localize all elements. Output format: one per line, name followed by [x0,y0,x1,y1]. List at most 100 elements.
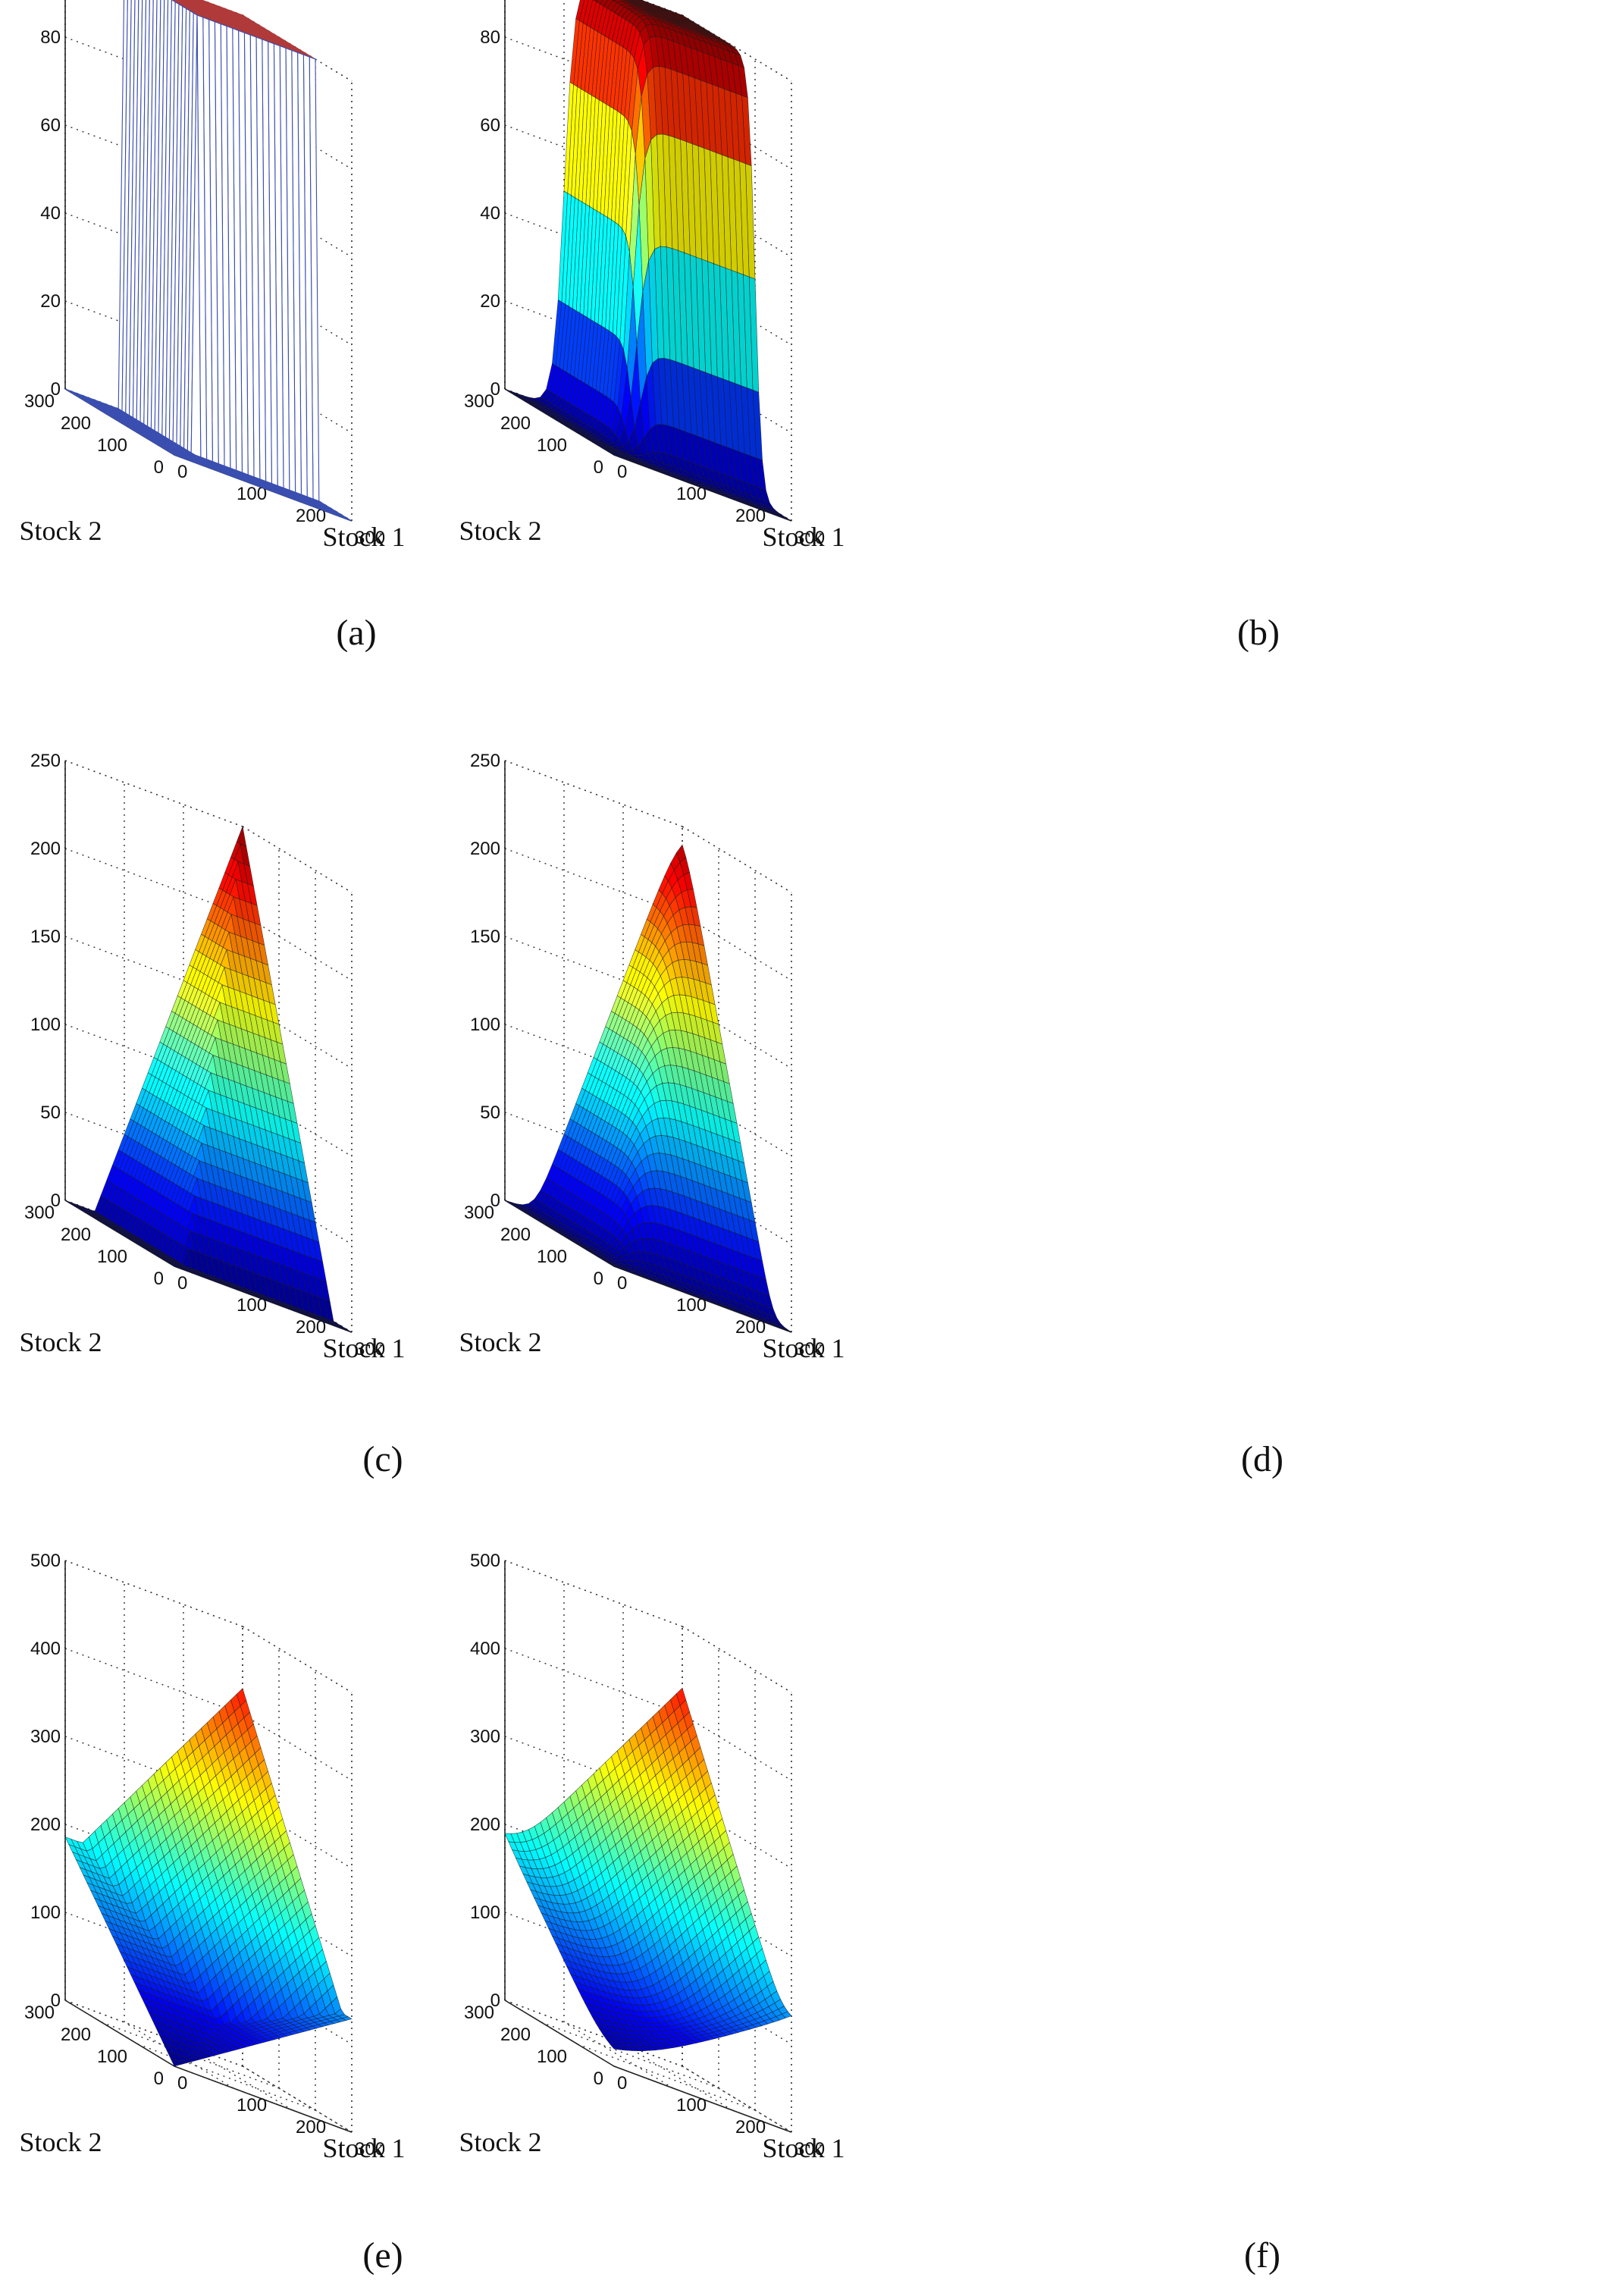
y-tick-label: 100 [97,1247,127,1267]
y-axis-label: Stock 2 [459,1327,541,1357]
x-tick-label: 0 [177,462,187,482]
z-tick-label: 20 [480,291,500,312]
x-tick-label: 100 [676,2095,707,2116]
panel-caption: (c) [362,1439,403,1479]
z-tick-label: 150 [470,927,500,947]
y-tick-label: 300 [464,391,494,412]
x-axis-label: Stock 1 [762,522,845,552]
panel-d: 01002003000100200300050100150200250Stock… [459,751,1283,1479]
panel-caption: (e) [362,2235,403,2276]
y-tick-label: 0 [154,1269,164,1289]
grid-line [64,1560,243,1627]
z-tick-label: 50 [40,1103,61,1123]
grid-line [242,1626,353,1693]
y-tick-label: 100 [97,435,127,456]
y-tick-label: 200 [500,1225,531,1245]
y-tick-label: 200 [61,1225,91,1245]
z-tick-label: 200 [30,1815,61,1835]
z-tick-label: 0 [51,1990,61,2011]
grid-line [137,2044,316,2111]
y-tick-label: 200 [61,2025,91,2045]
z-tick-label: 500 [30,1551,61,1571]
surface-patch [170,452,181,458]
y-tick-label: 200 [500,413,531,434]
x-axis-label: Stock 1 [322,2133,405,2163]
surface [504,0,792,522]
box-edge [64,760,243,827]
z-tick-label: 80 [40,27,61,48]
z-tick-label: 500 [470,1551,500,1571]
z-tick-label: 200 [30,839,61,859]
x-tick-label: 200 [296,2117,326,2138]
y-tick-label: 200 [500,2025,531,2045]
panel-f: 010020030001002003000100200300400500Stoc… [459,1551,1280,2276]
grid-line [64,760,243,827]
panel-a: 01002003000100200300020406080100Stock 1S… [19,0,406,653]
x-tick-label: 0 [617,1273,627,1294]
y-tick-label: 300 [24,391,55,412]
panel-e: 010020030001002003000100200300400500Stoc… [19,1551,405,2276]
y-tick-label: 100 [97,2047,127,2067]
z-tick-label: 20 [40,291,61,312]
x-axis-label: Stock 1 [322,522,405,552]
y-axis-label: Stock 2 [19,516,102,546]
grid-line [577,2044,756,2111]
z-tick-label: 50 [480,1103,500,1123]
z-tick-label: 0 [51,1190,61,1211]
y-tick-label: 0 [154,457,164,478]
z-tick-label: 250 [470,751,500,771]
x-tick-label: 300 [794,528,825,548]
z-tick-label: 150 [30,927,61,947]
panel-caption: (b) [1237,613,1280,653]
x-tick-label: 100 [237,2095,267,2116]
y-tick-label: 100 [537,435,567,456]
grid-line [242,826,353,893]
box-edge [64,1560,243,1627]
surface [64,1688,353,2067]
z-tick-label: 100 [30,1015,61,1035]
z-tick-label: 40 [40,203,61,224]
z-tick-label: 400 [30,1639,61,1659]
z-tick-label: 100 [470,1015,500,1035]
grid-line [504,1648,683,1715]
z-tick-label: 100 [470,1902,500,1923]
box-edge [504,1560,683,1627]
z-tick-label: 0 [490,1990,500,2011]
grid-line [682,826,792,893]
y-tick-label: 100 [537,1247,567,1267]
z-tick-label: 200 [470,839,500,859]
y-tick-label: 0 [154,2069,164,2089]
y-axis-label: Stock 2 [19,2127,102,2157]
z-tick-label: 60 [40,115,61,136]
x-tick-label: 0 [617,462,627,482]
panel-caption: (a) [336,613,376,653]
grid-line [504,760,683,827]
y-tick-label: 0 [594,2069,603,2089]
y-tick-label: 0 [594,1269,603,1289]
z-tick-label: 200 [470,1815,500,1835]
y-axis-label: Stock 2 [459,516,541,546]
z-tick-label: 60 [480,115,500,136]
surface [504,1687,792,2052]
y-tick-label: 0 [594,457,603,478]
surface [64,0,353,522]
y-tick-label: 100 [537,2047,567,2067]
x-tick-label: 0 [177,2073,187,2094]
z-tick-label: 0 [490,379,500,400]
grid-line [64,1648,243,1715]
box-edge [504,760,683,827]
z-tick-label: 40 [480,203,500,224]
z-tick-label: 400 [470,1639,500,1659]
z-tick-label: 300 [30,1727,61,1747]
z-tick-label: 250 [30,751,61,771]
x-axis-label: Stock 1 [762,1333,845,1363]
grid-line [682,1626,792,1693]
y-tick-label: 200 [61,413,91,434]
x-tick-label: 0 [617,2073,627,2094]
tick-labels: 01002003000100200300020406080100 [464,27,825,548]
z-tick-label: 80 [480,27,500,48]
y-axis-label: Stock 2 [19,1327,102,1357]
z-tick-label: 100 [30,1902,61,1923]
z-tick-label: 0 [490,1190,500,1211]
